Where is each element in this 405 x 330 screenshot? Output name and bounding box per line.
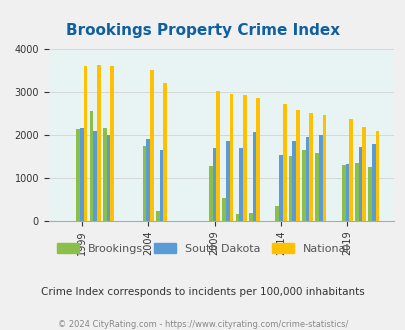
- Bar: [97, 65, 100, 221]
- Bar: [150, 70, 153, 221]
- Bar: [146, 139, 150, 221]
- Bar: [256, 98, 259, 221]
- Bar: [83, 66, 87, 221]
- Text: Brookings Property Crime Index: Brookings Property Crime Index: [66, 23, 339, 38]
- Bar: [156, 211, 159, 221]
- Bar: [252, 132, 256, 221]
- Bar: [239, 148, 243, 221]
- Bar: [375, 131, 379, 221]
- Bar: [248, 213, 252, 221]
- Bar: [229, 94, 233, 221]
- Bar: [142, 146, 146, 221]
- Bar: [159, 150, 163, 221]
- Bar: [222, 197, 226, 221]
- Bar: [279, 154, 282, 221]
- Bar: [292, 141, 295, 221]
- Bar: [301, 150, 305, 221]
- Bar: [282, 104, 286, 221]
- Bar: [93, 131, 97, 221]
- Bar: [345, 164, 348, 221]
- Bar: [163, 83, 167, 221]
- Bar: [235, 214, 239, 221]
- Bar: [110, 66, 114, 221]
- Bar: [107, 135, 110, 221]
- Bar: [318, 135, 322, 221]
- Bar: [76, 129, 80, 221]
- Bar: [314, 153, 318, 221]
- Bar: [348, 118, 352, 221]
- Bar: [212, 148, 216, 221]
- Bar: [275, 206, 279, 221]
- Text: Crime Index corresponds to incidents per 100,000 inhabitants: Crime Index corresponds to incidents per…: [41, 287, 364, 297]
- Bar: [102, 128, 107, 221]
- Bar: [243, 95, 246, 221]
- Bar: [367, 167, 371, 221]
- Bar: [216, 91, 220, 221]
- Bar: [226, 141, 229, 221]
- Bar: [358, 147, 362, 221]
- Bar: [309, 113, 312, 221]
- Bar: [288, 156, 292, 221]
- Bar: [354, 163, 358, 221]
- Bar: [322, 115, 326, 221]
- Bar: [80, 128, 83, 221]
- Bar: [371, 144, 375, 221]
- Text: © 2024 CityRating.com - https://www.cityrating.com/crime-statistics/: © 2024 CityRating.com - https://www.city…: [58, 320, 347, 329]
- Legend: Brookings, South Dakota, National: Brookings, South Dakota, National: [52, 239, 353, 258]
- Bar: [362, 127, 365, 221]
- Bar: [295, 110, 299, 221]
- Bar: [305, 137, 309, 221]
- Bar: [341, 165, 345, 221]
- Bar: [90, 111, 93, 221]
- Bar: [209, 166, 212, 221]
